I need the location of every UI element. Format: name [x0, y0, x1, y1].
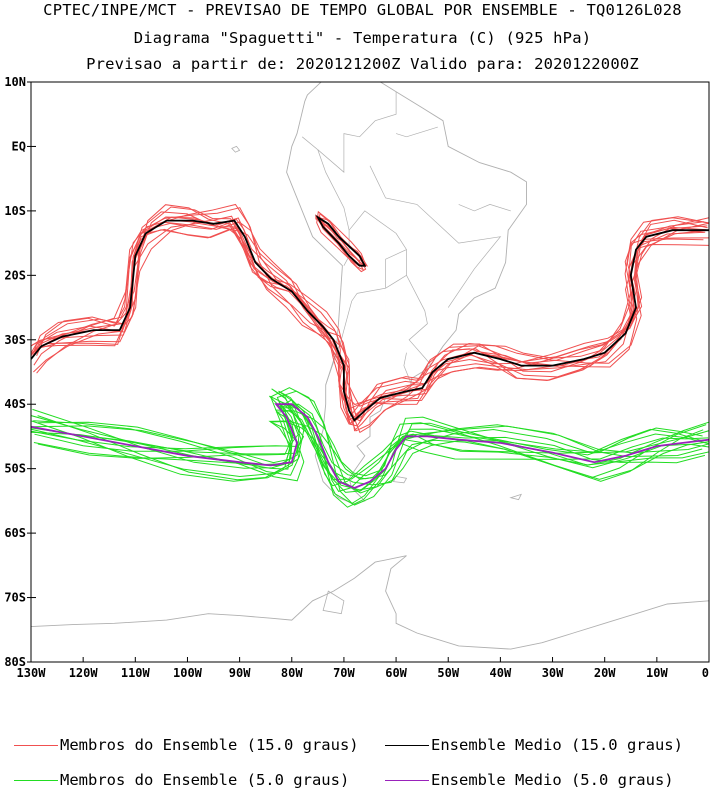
lat-tick-label: 60S [4, 526, 26, 540]
chart-title: CPTEC/INPE/MCT - PREVISAO DE TEMPO GLOBA… [43, 1, 682, 19]
lat-tick-label: 10N [4, 75, 26, 89]
legend-swatch-mean-15 [385, 744, 429, 746]
lat-tick-label: 20S [4, 268, 26, 282]
legend-label: Ensemble Medio (5.0 graus) [431, 771, 674, 789]
mean5-line [31, 403, 709, 489]
legend-swatch-members-5 [14, 779, 58, 781]
member15-line [33, 203, 704, 427]
lon-tick-label: 80W [281, 666, 303, 680]
forecast-dates: Previsao a partir de: 2020121200Z Valido… [86, 55, 639, 73]
lon-tick-label: 40W [490, 666, 512, 680]
ensemble-members-15 [31, 203, 709, 434]
island-coast [231, 145, 241, 153]
member5-line [32, 408, 709, 480]
country-border [403, 352, 413, 386]
lat-tick-label: 70S [4, 591, 26, 605]
island-coast [392, 475, 408, 484]
lon-tick-label: 120W [69, 666, 99, 680]
lon-tick-label: 100W [173, 666, 203, 680]
legend-mean-15: Ensemble Medio (15.0 graus) [385, 736, 683, 754]
legend-swatch-mean-5 [385, 779, 429, 781]
lat-tick-label: 80S [4, 655, 26, 669]
legend-label: Ensemble Medio (15.0 graus) [431, 736, 683, 754]
member15-line [31, 211, 705, 406]
country-border [458, 204, 511, 212]
member5-line [31, 402, 707, 482]
member5-line [33, 387, 709, 492]
ensemble-means [31, 214, 709, 489]
member5-line [37, 400, 703, 492]
country-border [395, 126, 438, 138]
lon-tick-label: 0 [702, 666, 709, 680]
country-border [369, 165, 502, 308]
island-coast [322, 590, 345, 615]
lat-tick-label: EQ [12, 139, 26, 153]
island-coast [509, 493, 522, 501]
lon-tick-label: 60W [385, 666, 407, 680]
legend-mean-5: Ensemble Medio (5.0 graus) [385, 771, 674, 789]
legend-swatch-members-15 [14, 744, 58, 746]
member5-line [31, 399, 709, 482]
chart-subtitle: Diagrama "Spaguetti" - Temperatura (C) (… [133, 29, 592, 47]
member5-line [31, 410, 709, 506]
mean15-line [31, 219, 709, 422]
lon-tick-label: 110W [121, 666, 151, 680]
lon-tick-label: 50W [437, 666, 459, 680]
legend-label: Membros do Ensemble (5.0 graus) [60, 771, 350, 789]
member15-line [31, 227, 704, 432]
lon-tick-label: 130W [17, 666, 47, 680]
antarctica-coast [31, 555, 709, 650]
legend-members-5: Membros do Ensemble (5.0 graus) [14, 771, 349, 789]
lat-tick-label: 30S [4, 333, 26, 347]
lat-tick-label: 10S [4, 204, 26, 218]
legend-label: Membros do Ensemble (15.0 graus) [60, 736, 359, 754]
south-america-coast [286, 82, 527, 505]
country-border [385, 275, 407, 289]
lon-tick-label: 90W [229, 666, 251, 680]
mean15-andes-line [315, 214, 367, 267]
lat-tick-label: 50S [4, 462, 26, 476]
member15-line [36, 207, 707, 422]
lon-tick-label: 10W [646, 666, 668, 680]
member5-line [33, 407, 706, 487]
legend-members-15: Membros do Ensemble (15.0 graus) [14, 736, 359, 754]
country-border [325, 293, 358, 386]
country-border [301, 136, 350, 231]
lon-tick-label: 30W [542, 666, 564, 680]
coastline-layer [31, 82, 709, 650]
lon-tick-label: 20W [594, 666, 616, 680]
member15-line [36, 216, 708, 407]
member15-line [31, 216, 709, 419]
country-border [356, 249, 407, 294]
plot-frame [30, 81, 710, 663]
lat-tick-label: 40S [4, 397, 26, 411]
country-border [317, 91, 397, 173]
lon-tick-label: 70W [333, 666, 355, 680]
